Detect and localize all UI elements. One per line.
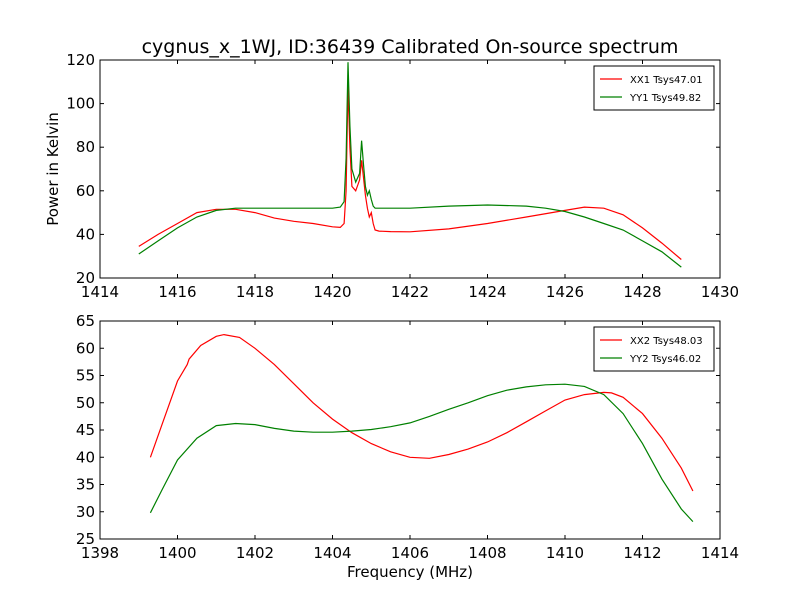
bottom-legend-label-1: XX2 Tsys48.03 [630,336,703,347]
bottom-x-tick-label: 1408 [468,544,506,562]
bottom-x-tick-label: 1410 [546,544,584,562]
top-legend: XX1 Tsys47.01 YY1 Tsys49.82 [593,65,715,111]
top-series-line-2 [138,62,682,268]
bottom-y-tick-label: 55 [76,367,95,385]
top-x-tick-label: 1422 [391,283,429,301]
top-legend-label-1: XX1 Tsys47.01 [630,75,703,86]
top-legend-label-2: YY1 Tsys49.82 [629,93,701,104]
bottom-x-tick-label: 1400 [158,544,196,562]
bottom-legend-label-2: YY2 Tsys46.02 [629,354,701,365]
top-y-tick-label: 20 [76,269,95,287]
bottom-x-tick-label: 1402 [236,544,274,562]
top-x-tick-label: 1414 [81,283,119,301]
bottom-series-line-1 [149,333,694,492]
bottom-y-tick-label: 40 [76,448,95,466]
top-x-tick-label: 1430 [701,283,739,301]
top-legend-box [593,65,715,111]
bottom-x-tick-label: 1414 [701,544,739,562]
top-y-tick-label: 120 [66,51,95,69]
chart-title: cygnus_x_1WJ, ID:36439 Calibrated On-sou… [142,36,679,58]
bottom-y-tick-label: 50 [76,394,95,412]
bottom-y-tick-label: 30 [76,503,95,521]
top-spectrum-panel: 1414 1416 1418 1420 1422 1424 1426 1428 1430 20 40… [66,51,739,301]
bottom-legend: XX2 Tsys48.03 YY2 Tsys46.02 [593,326,715,372]
bottom-spectrum-panel: 1398 1400 1402 1404 1406 1408 1410 1412 1414 25 30… [76,312,739,562]
bottom-series-line-2 [149,383,694,523]
top-x-tick-label: 1416 [158,283,196,301]
top-series-line-1 [138,86,682,260]
x-axis-label: Frequency (MHz) [347,563,473,581]
top-y-tick-label: 100 [66,95,95,113]
top-x-tick-label: 1420 [313,283,351,301]
bottom-x-tick-label: 1404 [313,544,351,562]
bottom-y-tick-label: 60 [76,339,95,357]
top-x-tick-label: 1424 [468,283,506,301]
bottom-y-tick-label: 45 [76,421,95,439]
top-y-tick-label: 40 [76,225,95,243]
top-x-tick-label: 1418 [236,283,274,301]
y-axis-label: Power in Kelvin [44,112,62,226]
bottom-y-tick-label: 65 [76,312,95,330]
bottom-y-tick-label: 35 [76,476,95,494]
bottom-x-tick-label: 1406 [391,544,429,562]
bottom-legend-box [593,326,715,372]
top-y-tick-label: 80 [76,138,95,156]
top-x-tick-label: 1428 [623,283,661,301]
top-y-tick-label: 60 [76,182,95,200]
top-x-tick-label: 1426 [546,283,584,301]
bottom-x-tick-label: 1412 [623,544,661,562]
bottom-x-tick-label: 1398 [81,544,119,562]
bottom-y-tick-label: 25 [76,530,95,548]
